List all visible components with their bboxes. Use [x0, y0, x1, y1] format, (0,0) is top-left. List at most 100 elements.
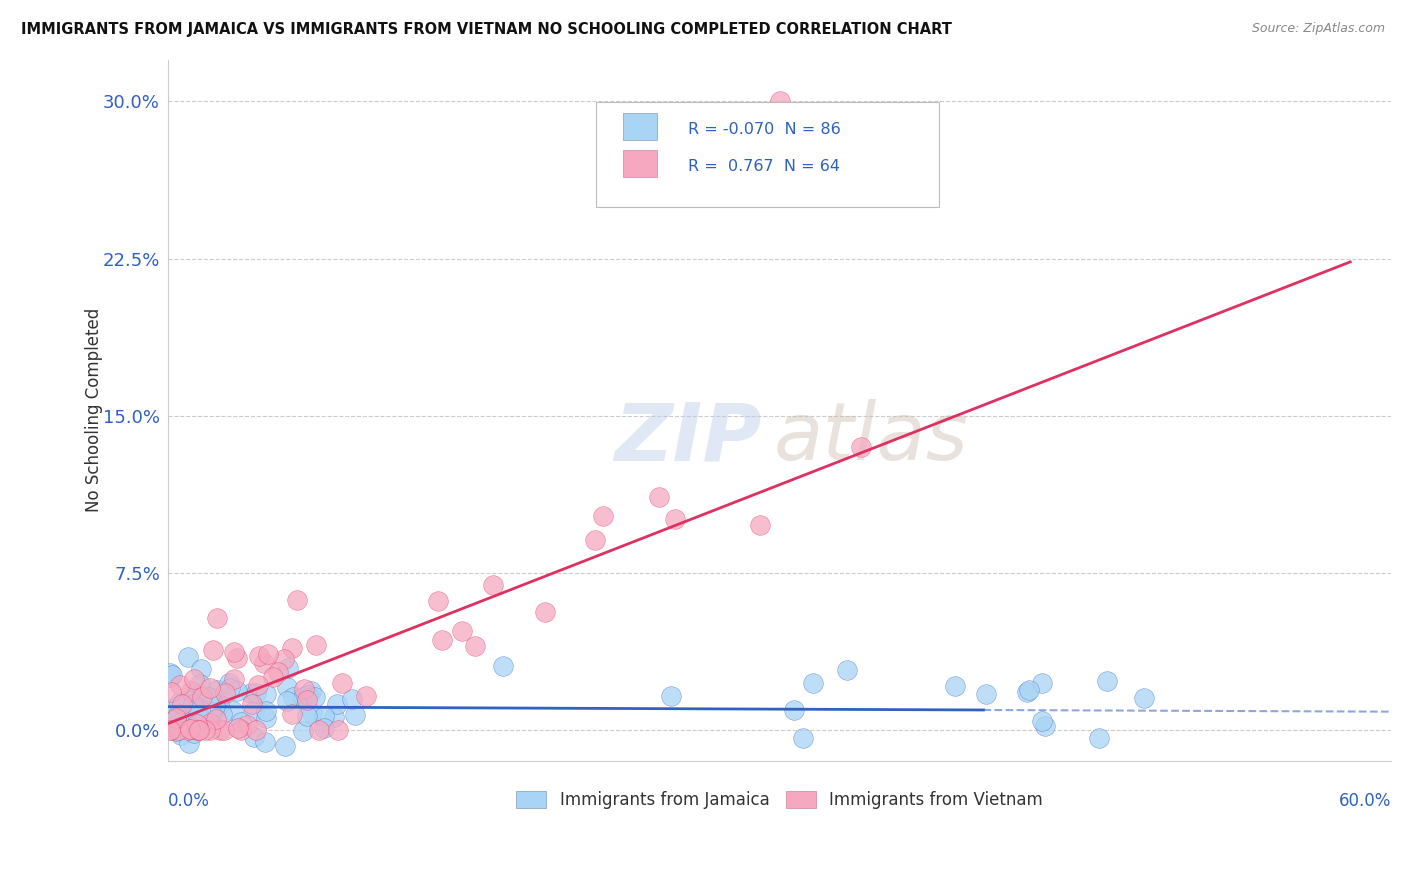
Point [184, 715, 207, 730]
Point [1018, 683, 1040, 698]
Point [253, 735, 276, 749]
Point [183, 725, 205, 739]
Point [835, 663, 858, 677]
Point [256, 711, 278, 725]
Point [211, 706, 233, 721]
Point [295, 693, 318, 707]
Point [305, 638, 328, 652]
Point [194, 723, 217, 737]
Point [295, 689, 318, 703]
Point [172, 695, 194, 709]
Y-axis label: No Schooling Completed: No Schooling Completed [86, 309, 103, 513]
Point [312, 722, 335, 736]
Point [301, 706, 323, 720]
Point [648, 491, 671, 505]
Point [295, 708, 318, 723]
Point [748, 517, 770, 532]
Text: R = -0.070  N = 86: R = -0.070 N = 86 [688, 122, 841, 137]
Point [464, 640, 486, 654]
Point [169, 678, 191, 692]
Point [198, 681, 221, 696]
Text: R =  0.767  N = 64: R = 0.767 N = 64 [688, 159, 839, 174]
Point [247, 649, 270, 664]
Point [208, 698, 231, 712]
Point [280, 641, 302, 656]
Point [180, 684, 202, 698]
Point [308, 723, 330, 737]
Point [343, 707, 366, 722]
Point [166, 723, 188, 737]
FancyBboxPatch shape [623, 112, 658, 140]
Point [266, 665, 288, 679]
Point [245, 686, 267, 700]
Text: 60.0%: 60.0% [1339, 791, 1391, 810]
Point [1087, 731, 1109, 745]
Point [212, 723, 235, 737]
Point [450, 624, 472, 638]
Point [254, 687, 277, 701]
Point [198, 690, 221, 704]
Point [285, 593, 308, 607]
Point [664, 512, 686, 526]
Point [191, 690, 214, 704]
Point [240, 686, 263, 700]
Point [204, 713, 226, 727]
Point [583, 533, 606, 547]
Point [254, 704, 277, 718]
Point [1095, 674, 1118, 689]
Point [253, 656, 276, 670]
Point [243, 704, 266, 718]
Point [218, 681, 240, 696]
Point [276, 680, 298, 694]
Point [297, 688, 319, 702]
Point [226, 650, 249, 665]
Point [170, 697, 193, 711]
Point [188, 677, 211, 691]
Point [1031, 714, 1053, 728]
Point [325, 698, 347, 712]
Point [1031, 676, 1053, 690]
Point [181, 698, 204, 712]
Point [792, 731, 814, 746]
Point [801, 675, 824, 690]
Point [322, 710, 344, 724]
Point [974, 687, 997, 701]
Point [281, 706, 304, 721]
Point [274, 739, 297, 753]
Point [299, 683, 322, 698]
Point [166, 720, 188, 734]
Point [179, 710, 201, 724]
Point [769, 95, 792, 109]
Point [257, 647, 280, 661]
Point [187, 708, 209, 723]
Point [170, 728, 193, 742]
Point [159, 665, 181, 680]
Point [849, 440, 872, 454]
Point [208, 723, 231, 737]
Point [162, 723, 184, 737]
Point [177, 650, 200, 665]
Point [159, 670, 181, 684]
Text: atlas: atlas [773, 400, 969, 477]
Point [198, 715, 221, 730]
Text: 0.0%: 0.0% [169, 791, 211, 810]
Point [177, 736, 200, 750]
Point [204, 699, 226, 714]
Point [179, 722, 201, 736]
Point [243, 730, 266, 744]
Point [481, 577, 503, 591]
Point [188, 687, 211, 701]
Point [1033, 719, 1056, 733]
Point [492, 659, 515, 673]
Point [179, 723, 201, 737]
Point [198, 712, 221, 726]
Point [202, 705, 225, 719]
Point [186, 717, 208, 731]
Point [659, 689, 682, 703]
Point [430, 632, 453, 647]
Point [205, 611, 228, 625]
Point [214, 686, 236, 700]
Point [340, 692, 363, 706]
FancyBboxPatch shape [596, 102, 939, 207]
Text: ZIP: ZIP [614, 400, 761, 477]
